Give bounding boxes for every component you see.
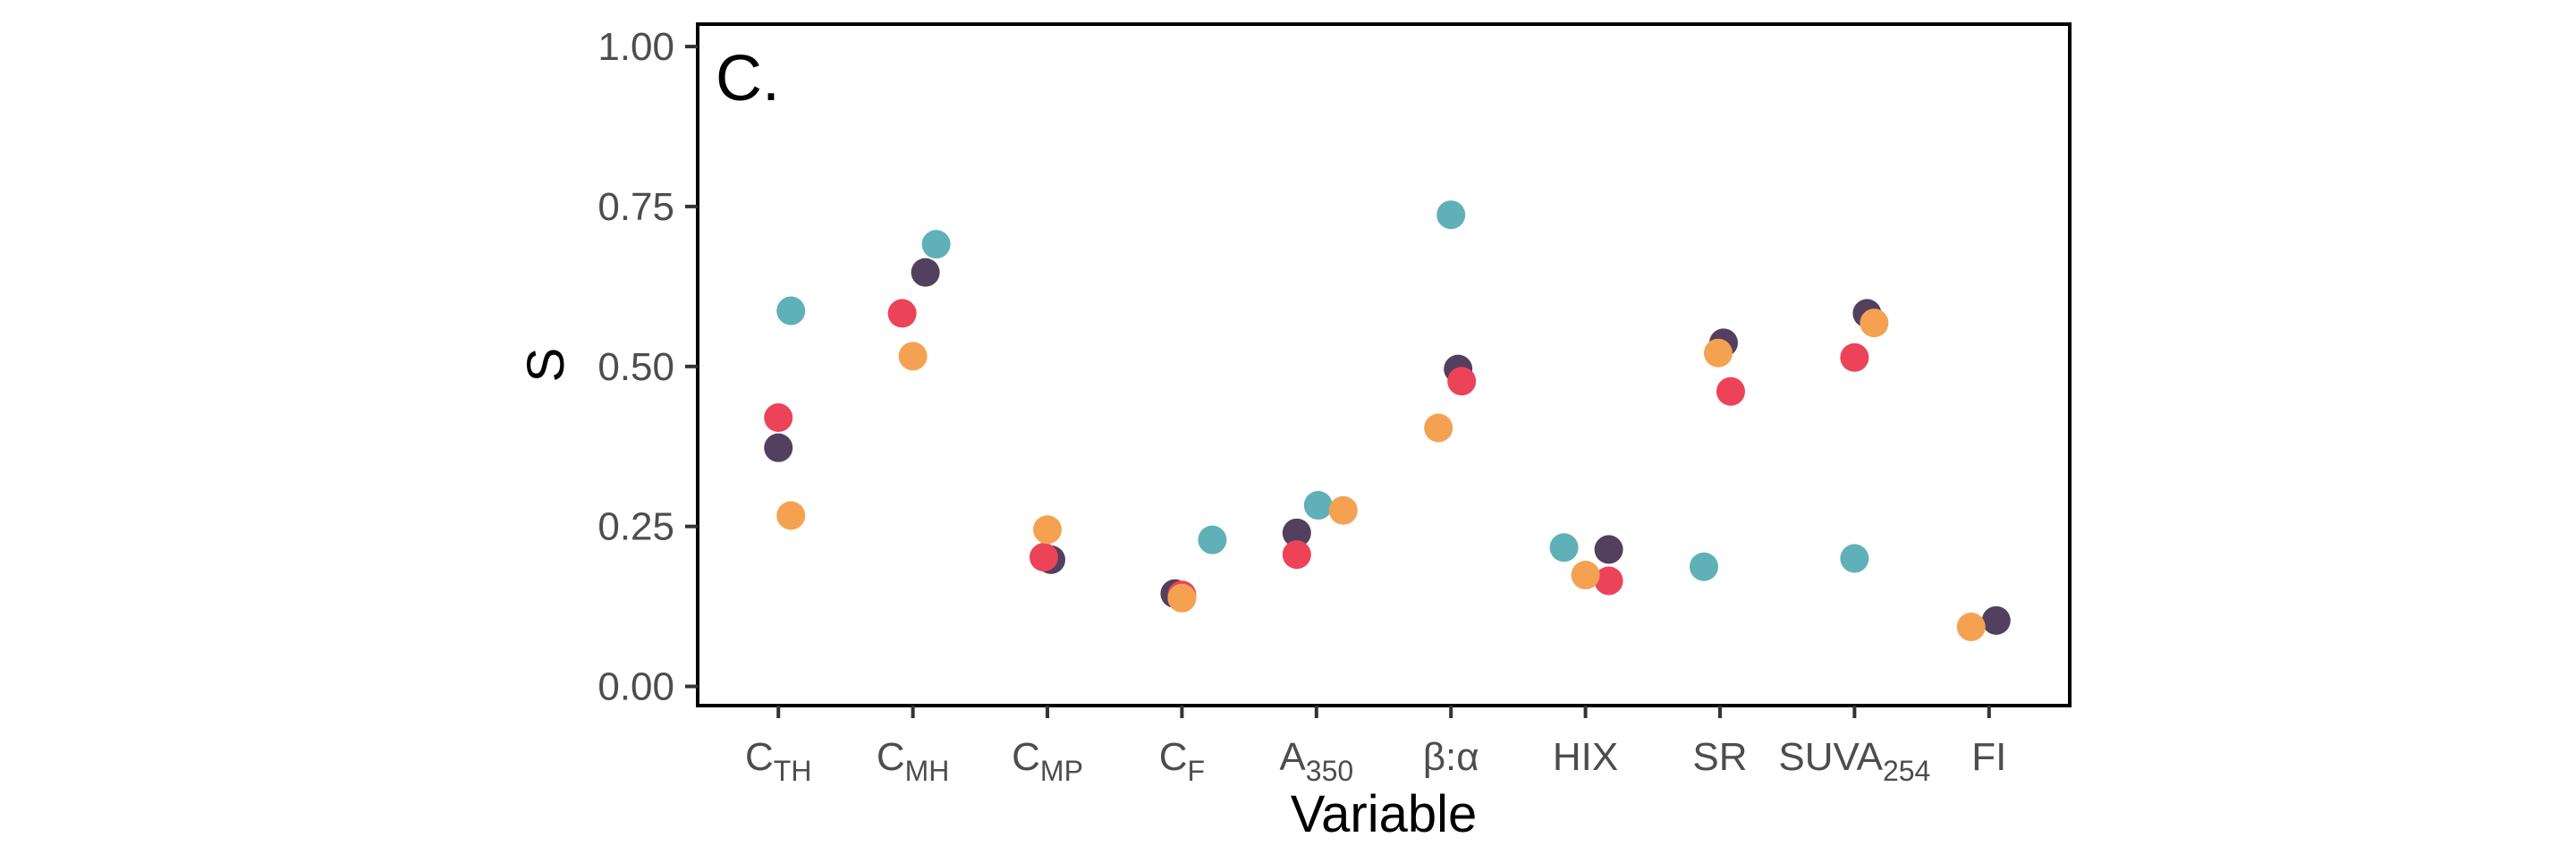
data-point [1282,540,1311,570]
data-point [1030,543,1059,572]
data-point [1303,491,1333,520]
data-points [764,200,2011,641]
data-point [1282,518,1311,547]
y-tick-label: 0.00 [597,665,674,709]
data-point [911,258,940,287]
y-tick-label: 0.25 [597,505,674,549]
data-point [1447,367,1477,396]
x-tick-label: CTH [745,735,811,787]
data-point [1167,583,1197,613]
data-point [1703,338,1733,368]
data-point [1594,566,1623,596]
x-tick-label: FI [1971,735,2006,779]
data-point [1840,544,1869,573]
panel-label: C. [716,43,780,114]
data-point [898,342,928,371]
data-point [1716,377,1745,406]
y-tick-label: 0.50 [597,345,674,389]
data-point [1436,200,1466,230]
data-point [1840,343,1869,372]
data-point [921,230,951,259]
data-point [1198,525,1227,554]
y-axis: 0.00 0.25 0.50 0.75 1.00 [597,25,698,709]
data-point [1860,309,1889,338]
data-point [1424,413,1453,443]
data-point [776,501,806,530]
x-tick-label: β:α [1423,735,1479,779]
x-tick-label: CF [1159,735,1205,787]
data-point [1689,552,1718,581]
data-point [1328,495,1358,525]
data-point [1594,535,1623,564]
x-tick-label: CMP [1012,735,1083,787]
x-axis-title: Variable [1291,785,1478,843]
y-tick-label: 0.75 [597,185,674,229]
plot-panel [696,22,2072,707]
data-point [1571,561,1600,590]
y-axis-title: S [517,348,575,383]
data-point [776,296,806,326]
data-point [887,299,917,328]
data-point [1033,515,1063,545]
x-tick-label: SR [1692,735,1747,779]
y-tick-label: 1.00 [597,25,674,69]
x-tick-label: CMH [877,735,950,787]
x-axis: CTH CMH CMP CF A350 β:α HIX SR SUVA254 FI [745,706,2006,787]
data-point [1981,605,2011,635]
x-tick-label: HIX [1553,735,1618,779]
x-tick-label: A350 [1279,735,1353,787]
data-point [764,403,793,433]
data-point [1956,612,1986,641]
data-point [764,433,793,462]
data-point [1549,533,1579,563]
x-tick-label: SUVA254 [1778,735,1930,787]
